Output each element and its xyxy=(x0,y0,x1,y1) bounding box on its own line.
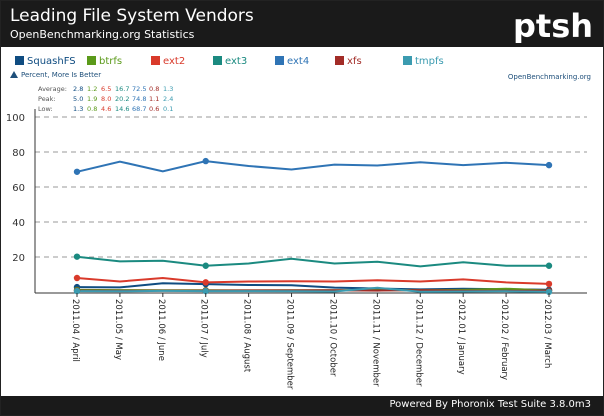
data-point xyxy=(73,287,81,295)
data-point xyxy=(545,262,553,269)
x-tick-label: 2011.05 / May xyxy=(113,299,123,360)
legend-swatch xyxy=(151,56,160,65)
data-point xyxy=(545,280,553,288)
stat-value: 14.6 xyxy=(115,105,129,113)
legend-label: ext3 xyxy=(225,56,247,67)
stat-label: Peak: xyxy=(38,95,56,103)
chart-subtitle: OpenBenchmarking.org Statistics xyxy=(10,28,195,41)
legend-label: ext4 xyxy=(287,56,309,67)
stat-value: 0.8 xyxy=(149,85,159,93)
x-tick-label: 2011.04 / April xyxy=(70,299,80,362)
legend-swatch xyxy=(275,56,284,65)
stat-value: 0.1 xyxy=(163,105,173,113)
y-tick-label: 80 xyxy=(12,148,25,159)
series-line xyxy=(76,160,550,173)
legend-swatch xyxy=(87,56,96,65)
legend-swatch xyxy=(403,56,412,65)
legend-swatch xyxy=(335,56,344,65)
data-point xyxy=(202,279,209,286)
stat-value: 2.8 xyxy=(73,85,83,93)
chart-title: Leading File System Vendors xyxy=(10,6,254,26)
y-tick-label: 40 xyxy=(12,218,25,229)
data-point xyxy=(202,157,209,165)
series-line xyxy=(76,276,550,285)
pts-logo-icon: ptsh xyxy=(513,7,591,43)
stat-label: Average: xyxy=(38,85,67,93)
stat-value: 72.5 xyxy=(132,85,146,93)
legend-swatch xyxy=(15,56,24,65)
x-tick-label: 2011.11 / November xyxy=(370,299,380,387)
legend-swatch xyxy=(213,56,222,65)
stat-value: 0.6 xyxy=(149,105,159,113)
stat-value: 6.5 xyxy=(101,85,111,93)
data-point xyxy=(73,253,81,260)
stat-value: 74.8 xyxy=(132,95,146,103)
stat-value: 1.2 xyxy=(87,85,97,93)
stat-value: 1.1 xyxy=(149,95,159,103)
y-axis-label: Percent, More Is Better xyxy=(21,71,101,79)
line-chart: SquashFS btrfs ext2 ext3 ext4 xfs tmpfs Percent… xyxy=(6,56,591,390)
legend-label: xfs xyxy=(347,56,362,67)
stat-value: 68.7 xyxy=(132,105,146,113)
series-line xyxy=(76,255,549,268)
legend-label: tmpfs xyxy=(415,56,444,67)
x-tick-label: 2012.02 / February xyxy=(499,299,509,380)
stat-value: 8.0 xyxy=(101,95,111,103)
footer-text: Powered By Phoronix Test Suite 3.8.0m3 xyxy=(389,399,592,410)
x-tick-label: 2011.12 / December xyxy=(413,299,423,387)
data-point xyxy=(73,168,81,175)
y-tick-label: 20 xyxy=(12,253,25,264)
stat-value: 5.0 xyxy=(73,95,83,103)
stat-value: 0.8 xyxy=(87,105,97,113)
x-tick-label: 2012.03 / March xyxy=(542,299,552,368)
x-tick-label: 2011.06 / June xyxy=(156,299,166,361)
stat-label: Low: xyxy=(38,105,53,113)
header-bar: Leading File System Vendors OpenBenchmar… xyxy=(1,1,603,47)
data-point xyxy=(545,288,553,296)
data-point xyxy=(202,287,209,295)
data-point xyxy=(545,161,553,169)
up-arrow-icon xyxy=(10,71,18,78)
x-tick-label: 2011.09 / September xyxy=(285,299,295,390)
data-point xyxy=(202,262,209,269)
stat-value: 16.7 xyxy=(115,85,129,93)
stat-value: 1.3 xyxy=(163,85,173,93)
x-tick-label: 2011.10 / October xyxy=(327,299,337,377)
legend-label: SquashFS xyxy=(27,56,76,67)
series-line xyxy=(76,286,550,293)
data-point xyxy=(73,274,81,282)
stat-value: 20.2 xyxy=(115,95,129,103)
legend-label: btrfs xyxy=(99,56,122,67)
x-tick-label: 2011.07 / July xyxy=(199,299,209,358)
source-label: OpenBenchmarking.org xyxy=(508,73,591,81)
x-tick-label: 2012.01 / January xyxy=(456,299,466,375)
pts-logo-text: ptsh xyxy=(513,7,591,43)
y-tick-label: 100 xyxy=(6,113,25,124)
stat-value: 1.9 xyxy=(87,95,97,103)
y-tick-label: 60 xyxy=(12,183,25,194)
legend-label: ext2 xyxy=(163,56,185,67)
x-tick-label: 2011.08 / August xyxy=(242,299,252,373)
footer-bar: Powered By Phoronix Test Suite 3.8.0m3 xyxy=(1,396,603,415)
stat-value: 4.6 xyxy=(101,105,111,113)
stat-value: 1.3 xyxy=(73,105,83,113)
stat-value: 2.4 xyxy=(163,95,173,103)
